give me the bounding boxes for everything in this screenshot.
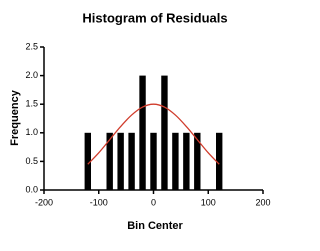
bar xyxy=(117,132,124,190)
bar xyxy=(216,132,223,190)
x-tick-label: -100 xyxy=(90,197,108,207)
x-tick-label: 200 xyxy=(255,197,270,207)
bar xyxy=(128,132,135,190)
y-tick-label: 0.5 xyxy=(25,156,38,166)
y-tick-label: 1.5 xyxy=(25,99,38,109)
bar xyxy=(194,132,201,190)
bar xyxy=(84,132,91,190)
x-axis-label: Bin Center xyxy=(127,220,183,232)
x-tick-label: 0 xyxy=(151,197,156,207)
y-axis-label: Frequency xyxy=(9,89,21,146)
fit-curve xyxy=(87,103,220,165)
y-tick-label: 1.0 xyxy=(25,127,38,137)
bar xyxy=(183,132,190,190)
chart-title: Histogram of Residuals xyxy=(82,10,227,25)
bar xyxy=(161,75,168,190)
y-tick-label: 2.0 xyxy=(25,70,38,80)
y-tick-label: 0.0 xyxy=(25,184,38,194)
bar xyxy=(139,75,146,190)
y-tick-label: 2.5 xyxy=(25,41,38,51)
x-tick-label: 100 xyxy=(201,197,216,207)
x-tick-label: -200 xyxy=(35,197,53,207)
bar xyxy=(150,132,157,190)
bar xyxy=(106,132,113,190)
bar xyxy=(172,132,179,190)
chart: Histogram of Residuals Bin Center Freque… xyxy=(9,10,271,232)
